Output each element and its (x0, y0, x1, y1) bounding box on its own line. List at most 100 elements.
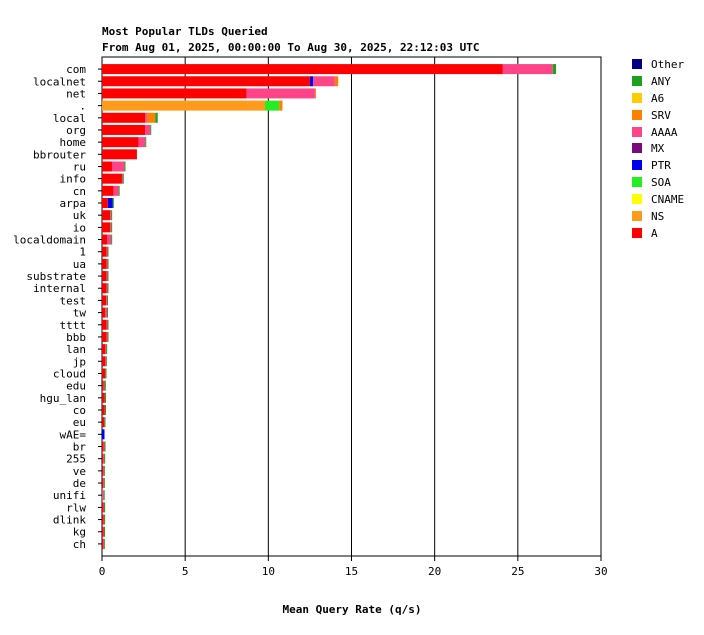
legend-swatch (632, 109, 642, 120)
chart-subtitle: From Aug 01, 2025, 00:00:00 To Aug 30, 2… (102, 41, 480, 54)
category-label: ua (73, 258, 86, 271)
bar-segment-any (103, 478, 105, 489)
bar-segment-a (102, 441, 104, 452)
category-label: org (66, 124, 86, 137)
bar-segment-any (107, 331, 109, 342)
bar-segment-a (102, 149, 137, 160)
bar-segment-aaaa (103, 380, 105, 391)
bar-segment-aaaa (106, 234, 112, 245)
legend-swatch (632, 211, 642, 222)
category-label: . (79, 100, 86, 113)
bar-segment-any (112, 198, 114, 209)
category-label: arpa (60, 197, 87, 210)
bar-segment-a (102, 234, 107, 245)
bar-segment-a (102, 210, 111, 221)
bar-segment-aaaa (105, 307, 107, 318)
category-label: br (73, 441, 87, 454)
category-label: cloud (53, 367, 86, 380)
bar-segment-any (104, 514, 106, 525)
bar-segment-any (105, 368, 107, 379)
bar-segment-any (104, 380, 106, 391)
legend-swatch (632, 143, 642, 154)
bar-segment-a (102, 137, 139, 148)
bar-segment-any (103, 538, 105, 549)
bar-segment-any (103, 526, 105, 537)
x-tick-label: 10 (262, 565, 275, 578)
bar-segment-a (102, 526, 104, 537)
bar-segment-any (107, 246, 109, 257)
legend-label: A (651, 226, 658, 240)
legend-swatch (632, 59, 642, 69)
category-label: com (66, 63, 86, 76)
bar-segment-a (102, 465, 104, 476)
legend-label: SRV (651, 108, 671, 122)
category-label: tw (73, 307, 87, 320)
bar-segment-aaaa (103, 441, 105, 452)
bar-segment-any (107, 271, 109, 282)
bar-segment-any (103, 465, 105, 476)
legend-swatch (632, 92, 642, 103)
category-label: ch (73, 538, 86, 551)
category-label: ru (73, 160, 86, 173)
bar-segment-a (102, 271, 107, 282)
category-label: substrate (26, 270, 86, 283)
bar-segment-aaaa (110, 222, 112, 233)
bar-segment-a (102, 453, 104, 464)
legend-swatch (632, 160, 642, 171)
category-label: io (73, 221, 86, 234)
bar-segment-aaaa (145, 112, 147, 123)
legend-label: SOA (651, 176, 671, 190)
legend-label: ANY (651, 74, 671, 88)
category-label: local (53, 112, 86, 125)
x-tick-label: 0 (99, 565, 106, 578)
legend-swatch (632, 75, 642, 86)
bar-segment-a (102, 161, 112, 172)
bar-segment-aaaa (106, 271, 108, 282)
legend-label: AAAA (651, 125, 678, 139)
bar-segment-any (145, 137, 147, 148)
bar-segment-aaaa (104, 356, 106, 367)
bar-segment-a (102, 380, 104, 391)
bar-segment-any (106, 344, 108, 355)
bar-segment-a (102, 514, 104, 525)
bar-segment-any (104, 392, 106, 403)
bar-segment-a (102, 331, 107, 342)
category-label: hgu_lan (40, 392, 86, 405)
bar-segment-any (106, 295, 108, 306)
category-label: tttt (60, 319, 87, 332)
bar-segment-a (102, 502, 104, 513)
bar-segment-any (124, 161, 126, 172)
bar-segment-any (104, 441, 106, 452)
bar-segment-a (102, 185, 114, 196)
bar-segment-a (102, 64, 503, 75)
bar-segment-a (102, 88, 247, 99)
category-label: kg (73, 526, 86, 539)
bar-segment-aaaa (110, 210, 112, 221)
bar-segment-aaaa (106, 331, 108, 342)
category-label: 255 (66, 453, 86, 466)
bar-segment-a (102, 258, 107, 269)
category-label: 1 (79, 246, 86, 259)
bar-segment-srv (146, 112, 156, 123)
chart-title: Most Popular TLDs Queried (102, 25, 268, 38)
bar-segment-aaaa (106, 258, 108, 269)
bar-segment-any (106, 307, 108, 318)
bar-segment-a (102, 222, 111, 233)
bar-segment-any (105, 356, 107, 367)
bar-segment-aaaa (313, 76, 335, 87)
bar-segment-ns (102, 100, 266, 111)
bar-segment-a (102, 417, 104, 428)
legend-label: PTR (651, 159, 671, 173)
legend-swatch (632, 227, 642, 238)
x-tick-label: 20 (428, 565, 441, 578)
category-label: info (60, 173, 87, 186)
x-tick-label: 5 (182, 565, 189, 578)
category-label: eu (73, 416, 86, 429)
bar-segment-ptr (107, 198, 113, 209)
bar-segment-any (155, 112, 158, 123)
x-tick-label: 30 (594, 565, 607, 578)
bar-segment-any (104, 502, 106, 513)
category-label: lan (66, 343, 86, 356)
bar-segment-a (102, 173, 122, 184)
category-label: test (60, 294, 87, 307)
